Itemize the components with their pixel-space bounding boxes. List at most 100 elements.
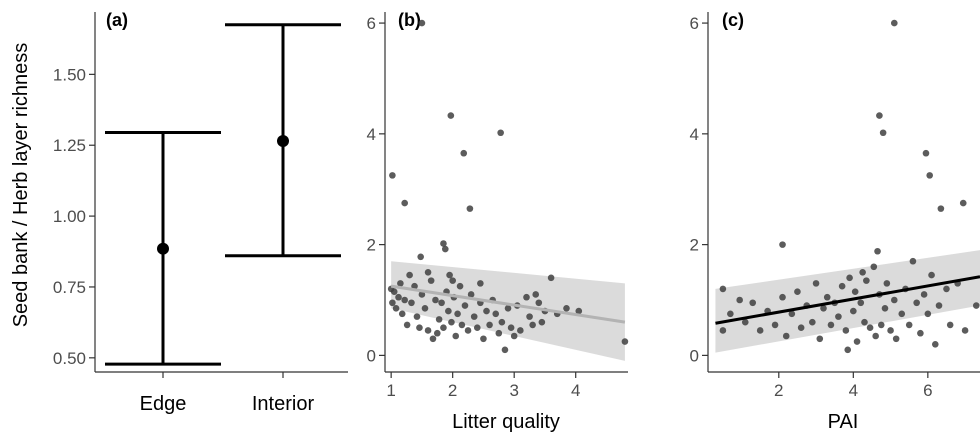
y-tick-label: 2 [367,236,376,255]
panel-c-points [719,19,980,354]
data-point [816,335,824,343]
data-point [401,199,408,207]
panel-b-label: (b) [398,10,421,30]
data-point [863,277,870,284]
data-point [850,307,857,315]
data-point [741,318,749,326]
data-point [926,172,933,179]
data-point [866,324,874,331]
data-point [563,305,570,312]
y-tick-label: 4 [690,125,699,144]
data-point [749,299,757,307]
x-tick-label: 3 [509,381,518,400]
data-point [920,291,928,298]
data-point [389,172,396,179]
trend-line [715,275,980,325]
error-bar-edge [105,130,221,366]
panel-c-x-axis-label: PAI [828,411,859,432]
data-point [874,247,881,255]
panel-a: (a) 0.50 0.75 1.00 1.25 1.50 Edge Interior [53,10,348,415]
data-point [943,285,950,293]
data-point [812,280,820,287]
data-point [445,307,452,315]
x-tick-label: 4 [571,381,580,400]
y-tick-label: 1.50 [53,65,86,84]
data-point [466,205,474,212]
x-tick-label-edge: Edge [140,393,187,415]
data-point [857,299,865,307]
x-tick-label: 6 [923,381,932,400]
data-point [782,332,790,340]
data-point [838,282,846,290]
data-point [454,310,461,318]
data-point [853,338,861,345]
data-point [424,327,432,334]
data-point [398,310,406,318]
data-point [390,288,398,295]
data-point [495,329,503,337]
data-point [909,257,917,265]
data-point [438,299,445,307]
data-point [510,332,518,340]
data-point [435,316,443,323]
data-point [924,310,932,318]
data-point [547,274,555,282]
data-point [452,332,460,340]
data-point [779,293,786,301]
data-point [891,19,898,27]
data-point [441,245,449,253]
data-point [498,318,506,326]
data-point [928,271,935,279]
data-point [756,327,764,334]
data-point [538,318,546,326]
y-tick-label: 1.25 [53,136,86,155]
panel-a-y-ticks: 0.50 0.75 1.00 1.25 1.50 [53,65,95,368]
data-point [460,149,468,157]
data-point [440,324,447,331]
data-point [809,318,816,326]
data-point [823,293,831,301]
data-point [473,324,481,331]
data-point [448,318,455,326]
data-point [440,240,447,247]
panel-c-ticks: 0 2 4 6 2 4 6 [690,14,933,400]
data-point [797,324,805,331]
data-point [876,112,883,119]
data-point [413,313,421,320]
data-point [835,313,842,320]
y-tick-label: 6 [367,14,376,33]
y-tick-label: 4 [367,125,376,144]
data-point [486,321,493,329]
data-point [497,129,504,137]
data-point [935,302,943,309]
data-point [397,280,404,287]
data-point [507,324,515,331]
y-tick-label: 0 [690,346,699,365]
data-point [458,321,466,329]
data-point [946,321,954,329]
data-point [898,310,906,318]
y-axis-label: Seed bank / Herb layer richness [10,43,32,328]
x-tick-label: 4 [849,381,858,400]
data-point [937,205,945,212]
data-point [779,241,786,248]
data-point [877,321,885,329]
data-point [891,296,898,304]
data-point [870,263,878,271]
data-point [727,310,734,318]
data-point [526,313,533,320]
mean-point [277,134,289,147]
panel-a-label: (a) [106,10,128,30]
y-tick-label: 0.75 [53,278,86,297]
data-point [851,288,859,295]
panel-b-trend-line [390,284,626,324]
data-point [535,299,543,307]
data-point [501,346,509,354]
data-point [467,291,475,298]
data-point [421,305,429,312]
data-point [424,269,432,276]
data-point [736,296,743,304]
data-point [959,199,967,207]
data-point [447,112,455,119]
